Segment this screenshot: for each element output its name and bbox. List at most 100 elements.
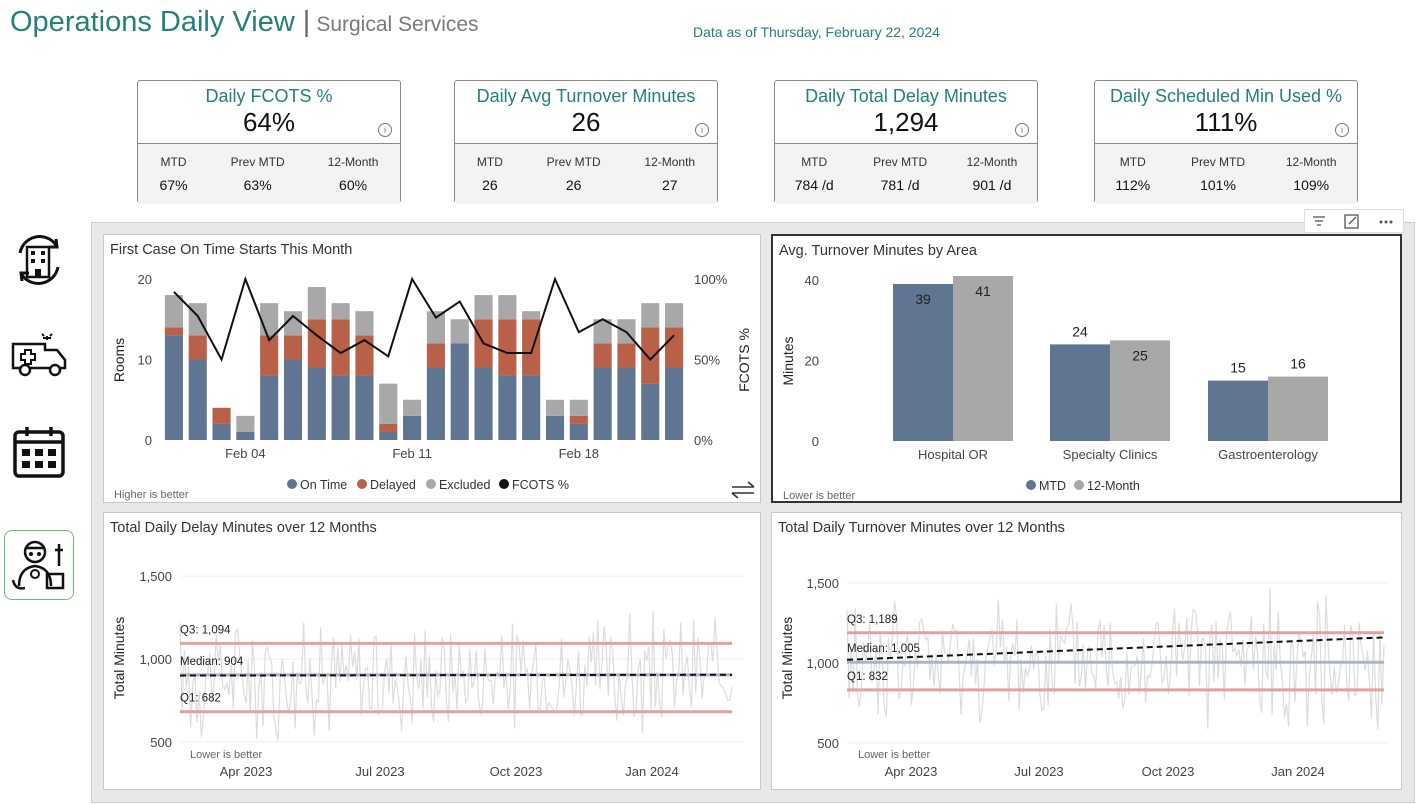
- fcots-chart-title: First Case On Time Starts This Month: [110, 242, 353, 258]
- more-options-icon[interactable]: [1379, 220, 1393, 224]
- daily-series-line: [846, 587, 1385, 730]
- y-tick-label: 1,500: [806, 576, 839, 591]
- info-icon[interactable]: i: [378, 123, 392, 137]
- q3-label: Q3: 1,094: [180, 624, 231, 636]
- chart-note: Higher is better: [114, 489, 189, 501]
- kpi-header: Daily Avg Turnover Minutes 26 i: [455, 81, 717, 144]
- y-tick-label: 1,500: [139, 569, 172, 584]
- chart-note: Lower is better: [190, 749, 262, 761]
- kpi-detail-value: 112%: [1115, 177, 1151, 193]
- y2-axis-label: FCOTS %: [736, 328, 752, 392]
- y-tick-label: 500: [150, 735, 172, 750]
- y-tick-label: 1,000: [806, 656, 839, 671]
- legend-label: On Time: [300, 478, 347, 492]
- visual-toolbar: [1304, 209, 1404, 233]
- bar-segment: [593, 319, 612, 344]
- kpi-detail-label: Prev MTD: [546, 155, 601, 169]
- bar-segment: [355, 375, 374, 440]
- bar-segment: [164, 335, 183, 440]
- page-title: Operations Daily View | Surgical Services: [10, 6, 479, 39]
- turnover-area-panel[interactable]: Avg. Turnover Minutes by Area 0 20 40 Minut…: [771, 234, 1402, 503]
- kpi-title: Daily FCOTS %: [205, 86, 333, 106]
- bar-segment: [188, 303, 207, 336]
- info-icon[interactable]: i: [695, 123, 709, 137]
- data-label: 39: [915, 291, 931, 307]
- bar-segment: [498, 295, 517, 320]
- chart-note: Lower is better: [858, 749, 930, 761]
- bar-segment: [498, 319, 517, 376]
- x-tick-label: Jan 2024: [1271, 764, 1325, 779]
- kpi-detail-label: MTD: [476, 155, 503, 169]
- bar-segment: [665, 327, 684, 368]
- kpi-card[interactable]: Daily Avg Turnover Minutes 26 i MTD 26 Prev M…: [454, 80, 718, 204]
- kpi-detail-label: 12-Month: [644, 155, 696, 169]
- x-tick-label: Jan 2024: [625, 764, 679, 779]
- kpi-detail-cell: MTD 26: [477, 155, 503, 193]
- turnover-area-title: Avg. Turnover Minutes by Area: [779, 243, 978, 259]
- bar-segment: [260, 375, 279, 440]
- bar-segment: [522, 311, 541, 320]
- nav-ambulance-button[interactable]: [4, 320, 74, 390]
- bar-segment: [498, 375, 517, 440]
- y2-tick-label: 50%: [694, 353, 720, 368]
- bar-segment: [450, 319, 469, 344]
- nav-hospital-button[interactable]: [4, 225, 74, 295]
- y-tick-label: 10: [138, 353, 152, 368]
- legend-marker: [357, 479, 367, 489]
- x-tick-label: Specialty Clinics: [1063, 447, 1158, 462]
- kpi-detail-label: MTD: [160, 155, 187, 169]
- legend-marker: [1074, 480, 1084, 490]
- turnover-minutes-panel[interactable]: Total Daily Turnover Minutes over 12 Mon…: [771, 512, 1402, 790]
- delay-minutes-panel[interactable]: Total Daily Delay Minutes over 12 Months…: [103, 512, 761, 790]
- nav-surgeon-button[interactable]: [4, 530, 74, 600]
- bar-segment: [283, 311, 303, 336]
- calendar-icon: [13, 427, 65, 478]
- turnover-minutes-title: Total Daily Turnover Minutes over 12 Mon…: [778, 520, 1065, 536]
- focus-mode-icon[interactable]: [1344, 214, 1359, 229]
- kpi-detail-label: 12-Month: [966, 155, 1018, 169]
- kpi-title: Daily Scheduled Min Used %: [1109, 86, 1343, 106]
- kpi-value: 26: [571, 107, 601, 137]
- y-tick-label: 1,000: [139, 652, 172, 667]
- filter-icon[interactable]: [1313, 216, 1325, 226]
- data-as-of: Data as of Thursday, February 22, 2024: [693, 24, 940, 40]
- nav-calendar-button[interactable]: [4, 417, 74, 487]
- bar-segment: [426, 311, 445, 344]
- bar-segment: [212, 423, 231, 440]
- bar-segment: [331, 303, 350, 320]
- swap-icon[interactable]: [731, 481, 755, 499]
- bar: [1268, 376, 1328, 441]
- kpi-value: 111%: [1194, 107, 1258, 137]
- bar-segment: [188, 359, 207, 440]
- kpi-detail-label: Prev MTD: [873, 155, 928, 169]
- kpi-title: Daily Avg Turnover Minutes: [476, 86, 696, 106]
- info-icon[interactable]: i: [1335, 123, 1349, 137]
- y-tick-label: 0: [145, 433, 152, 448]
- info-icon[interactable]: i: [1015, 123, 1029, 137]
- kpi-card[interactable]: Daily Scheduled Min Used % 111% i MTD 112% Pr…: [1094, 80, 1358, 204]
- kpi-card[interactable]: Daily FCOTS % 64% i MTD 67% Prev MTD 63% 12-Mon…: [137, 80, 401, 204]
- bar-segment: [474, 367, 493, 440]
- fcots-line: [173, 275, 675, 363]
- kpi-title: Daily Total Delay Minutes: [805, 86, 1007, 106]
- kpi-card[interactable]: Daily Total Delay Minutes 1,294 i MTD 784 /d…: [774, 80, 1038, 204]
- data-label: 41: [975, 283, 991, 299]
- turnover-minutes-chart: 500 1,000 1,500 Total Minutes Q3: 1,189 Media…: [779, 576, 1387, 779]
- x-tick-label: Apr 2023: [885, 764, 938, 779]
- bar-segment: [212, 407, 231, 424]
- y2-tick-label: 0%: [694, 433, 713, 448]
- bar-segment: [522, 319, 541, 376]
- legend-label: Delayed: [370, 478, 416, 492]
- bar-segment: [283, 359, 303, 440]
- bar-segment: [307, 367, 326, 440]
- bar-segment: [617, 343, 636, 368]
- kpi-detail-value: 101%: [1200, 177, 1236, 193]
- x-tick-label: Jul 2023: [1014, 764, 1063, 779]
- legend-marker: [499, 479, 509, 489]
- bar-segment: [260, 335, 279, 376]
- x-tick-label: Oct 2023: [1142, 764, 1195, 779]
- bar-segment: [236, 431, 255, 440]
- fcots-chart-panel[interactable]: First Case On Time Starts This Month 0 10…: [103, 234, 761, 503]
- bar-segment: [355, 311, 374, 336]
- y-tick-label: 0: [812, 434, 819, 449]
